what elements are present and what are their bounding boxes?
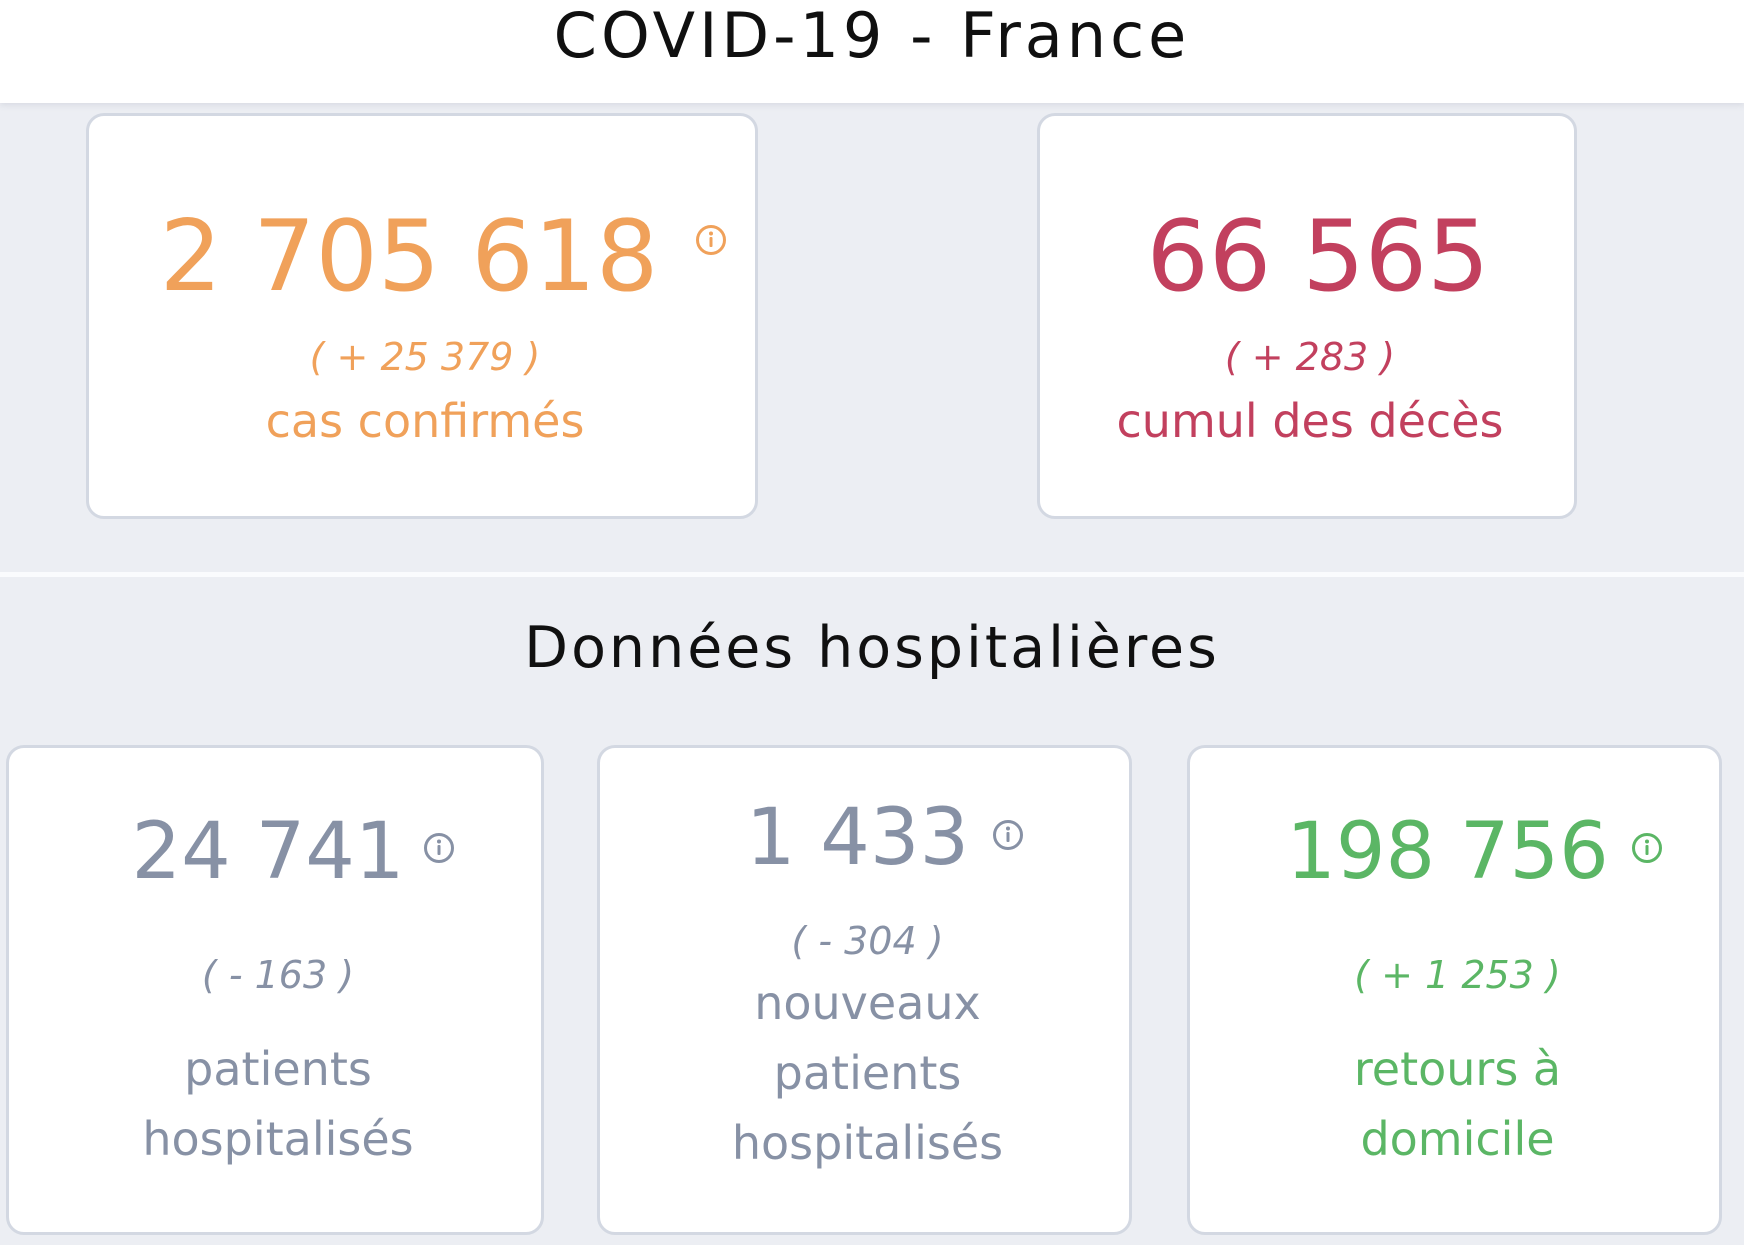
new-hospitalized-card: 1 433 ( - 304 ) nouveaux patients hospit… — [597, 745, 1132, 1235]
returned-home-value: 198 756 — [1286, 807, 1609, 897]
confirmed-cases-value: 2 705 618 — [159, 200, 659, 314]
returned-home-label: retours à domicile — [1353, 1042, 1562, 1166]
info-icon[interactable] — [992, 819, 1024, 851]
section-divider — [0, 572, 1744, 577]
new-hospitalized-delta: ( - 304 ) — [791, 919, 944, 963]
page-title: COVID-19 - France — [553, 0, 1191, 72]
new-hospitalized-value: 1 433 — [745, 793, 970, 883]
info-icon[interactable] — [423, 832, 455, 864]
confirmed-cases-delta: ( + 25 379 ) — [309, 335, 541, 379]
deaths-delta: ( + 283 ) — [1224, 335, 1396, 379]
confirmed-cases-label: cas confirmés — [265, 394, 585, 448]
hospitalized-value: 24 741 — [131, 807, 405, 897]
hospitalized-delta: ( - 163 ) — [201, 953, 355, 997]
deaths-card: 66 565 ( + 283 ) cumul des décès — [1037, 113, 1577, 519]
hospital-section-title: Données hospitalières — [524, 615, 1220, 681]
returned-home-card: 198 756 ( + 1 253 ) retours à domicile — [1187, 745, 1722, 1235]
returned-home-delta: ( + 1 253 ) — [1354, 953, 1561, 997]
top-header: COVID-19 - France — [0, 0, 1744, 103]
info-icon[interactable] — [1631, 832, 1663, 864]
deaths-value: 66 565 — [1146, 200, 1490, 314]
hospitalized-label: patients hospitalisés — [142, 1042, 414, 1166]
new-hospitalized-label: nouveaux patients hospitalisés — [731, 976, 1004, 1170]
confirmed-cases-card: 2 705 618 ( + 25 379 ) cas confirmés — [86, 113, 758, 519]
hospitalized-card: 24 741 ( - 163 ) patients hospitalisés — [6, 745, 544, 1235]
deaths-label: cumul des décès — [1116, 394, 1504, 448]
info-icon[interactable] — [695, 224, 727, 256]
